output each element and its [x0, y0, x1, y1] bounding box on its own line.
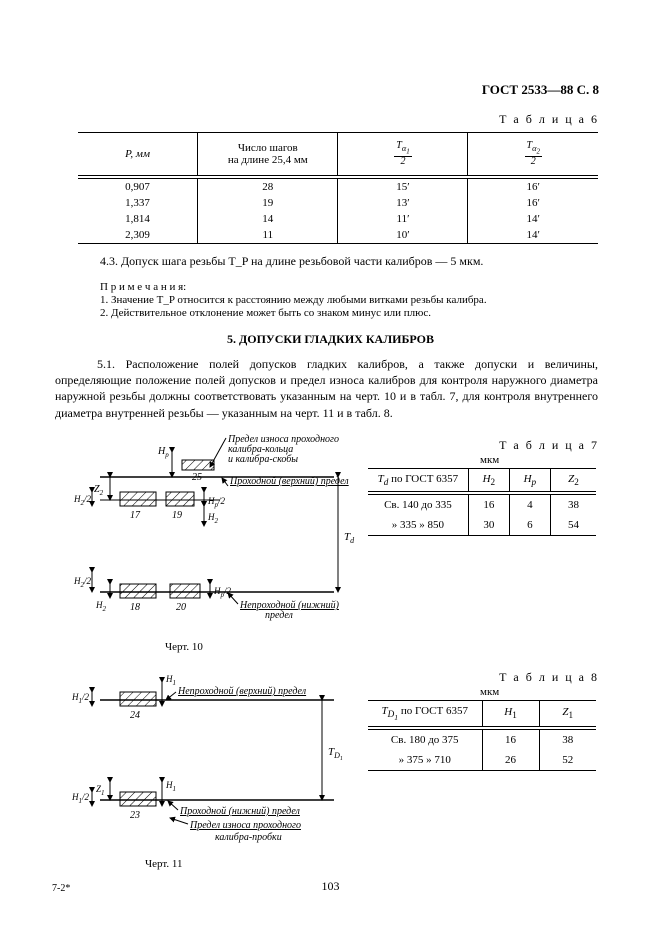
svg-text:25: 25 — [192, 472, 202, 483]
page-number: 103 — [0, 879, 661, 894]
table7-unit: мкм — [480, 454, 499, 466]
t6-h1: Число шагов на длине 25,4 мм — [198, 133, 338, 177]
table-cell: 26 — [482, 750, 539, 771]
svg-text:Hp/2: Hp/2 — [213, 586, 232, 599]
svg-text:Hp/2: Hp/2 — [207, 496, 226, 509]
svg-text:18: 18 — [130, 602, 140, 613]
table-cell: 28 — [198, 177, 338, 195]
fig10-caption: Черт. 10 — [165, 641, 203, 653]
svg-text:H2/2: H2/2 — [73, 494, 92, 507]
t6-h2: Tα12 — [338, 133, 468, 177]
svg-text:TD1: TD1 — [328, 746, 343, 762]
t7-h0: Td по ГОСТ 6357 — [368, 469, 468, 494]
svg-text:Z1: Z1 — [96, 784, 105, 797]
t8-h0: TD1 по ГОСТ 6357 — [368, 701, 482, 729]
table-cell: 10′ — [338, 227, 468, 244]
table-cell: 11 — [198, 227, 338, 244]
svg-text:23: 23 — [130, 810, 140, 821]
svg-text:Td: Td — [344, 531, 355, 545]
svg-text:20: 20 — [176, 602, 186, 613]
table-cell: Св. 180 до 375 — [368, 728, 482, 750]
t6-h0: P, мм — [78, 133, 198, 177]
svg-text:H1/2: H1/2 — [71, 792, 90, 805]
t7-h2: Hp — [509, 469, 550, 494]
table-cell: 16 — [482, 728, 539, 750]
t8-h1: H1 — [482, 701, 539, 729]
table-cell: 14′ — [468, 211, 598, 227]
para-5-1: 5.1. Расположение полей допусков гладких… — [55, 356, 598, 421]
note-2: 2. Действительное отклонение может быть … — [78, 306, 598, 321]
table6-label: Т а б л и ц а 6 — [499, 112, 599, 127]
svg-text:Проходной (верхний) предел: Проходной (верхний) предел — [229, 476, 349, 487]
svg-text:H1/2: H1/2 — [71, 692, 90, 705]
table-cell: 1,814 — [78, 211, 198, 227]
table-cell: 15′ — [338, 177, 468, 195]
table-cell: Св. 140 до 335 — [368, 493, 468, 515]
table6: P, мм Число шагов на длине 25,4 мм Tα12 … — [78, 132, 598, 244]
svg-text:Проходной (нижний) предел: Проходной (нижний) предел — [179, 806, 301, 817]
table-cell: 54 — [550, 515, 596, 536]
table-cell: » 375 » 710 — [368, 750, 482, 771]
svg-text:Предел износа проходного: Предел износа проходного — [189, 820, 301, 831]
t7-h3: Z2 — [550, 469, 596, 494]
figure-11-diagram: Непроходной (верхний) предел 24 H1 H1/2 … — [70, 670, 360, 860]
table7: Td по ГОСТ 6357 H2 Hp Z2 Св. 140 до 3351… — [368, 468, 596, 536]
doc-header: ГОСТ 2533—88 С. 8 — [482, 82, 599, 98]
fig11-caption: Черт. 11 — [145, 858, 182, 870]
table-cell: 16 — [468, 493, 509, 515]
table7-label: Т а б л и ц а 7 — [499, 438, 599, 453]
table-cell: 1,337 — [78, 195, 198, 211]
svg-text:H1: H1 — [165, 674, 176, 687]
table-cell: 16′ — [468, 177, 598, 195]
para-4-3: 4.3. Допуск шага резьбы Т_P на длине рез… — [78, 253, 598, 269]
table-cell: 4 — [509, 493, 550, 515]
table-cell: 52 — [539, 750, 596, 771]
svg-text:предел: предел — [265, 610, 294, 621]
svg-text:17: 17 — [130, 510, 141, 521]
svg-text:H1: H1 — [165, 780, 176, 793]
table8-unit: мкм — [480, 686, 499, 698]
svg-text:H2: H2 — [207, 512, 219, 525]
table-cell: 13′ — [338, 195, 468, 211]
svg-text:H2/2: H2/2 — [73, 576, 92, 589]
table-cell: 38 — [539, 728, 596, 750]
table-cell: 0,907 — [78, 177, 198, 195]
svg-text:H2: H2 — [95, 600, 107, 613]
svg-text:калибра-пробки: калибра-пробки — [215, 832, 282, 843]
figure-10-diagram: Td Предел износа проходного калибра-коль… — [70, 432, 360, 642]
svg-text:19: 19 — [172, 510, 182, 521]
table-cell: 19 — [198, 195, 338, 211]
table-cell: 38 — [550, 493, 596, 515]
table-cell: 30 — [468, 515, 509, 536]
section-5-heading: 5. ДОПУСКИ ГЛАДКИХ КАЛИБРОВ — [0, 332, 661, 347]
table8: TD1 по ГОСТ 6357 H1 Z1 Св. 180 до 375163… — [368, 700, 596, 771]
table-cell: 14 — [198, 211, 338, 227]
svg-text:и калибра-скобы: и калибра-скобы — [228, 454, 298, 465]
table-cell: 2,309 — [78, 227, 198, 244]
t7-h1: H2 — [468, 469, 509, 494]
table8-label: Т а б л и ц а 8 — [499, 670, 599, 685]
t8-h2: Z1 — [539, 701, 596, 729]
t6-h3: Tα22 — [468, 133, 598, 177]
table-cell: 11′ — [338, 211, 468, 227]
svg-text:24: 24 — [130, 710, 140, 721]
svg-text:Непроходной (верхний) предел: Непроходной (верхний) предел — [177, 686, 307, 697]
table-cell: 16′ — [468, 195, 598, 211]
table-cell: 14′ — [468, 227, 598, 244]
svg-text:Hp: Hp — [157, 446, 169, 459]
table-cell: » 335 » 850 — [368, 515, 468, 536]
table-cell: 6 — [509, 515, 550, 536]
svg-text:Z2: Z2 — [94, 484, 104, 497]
